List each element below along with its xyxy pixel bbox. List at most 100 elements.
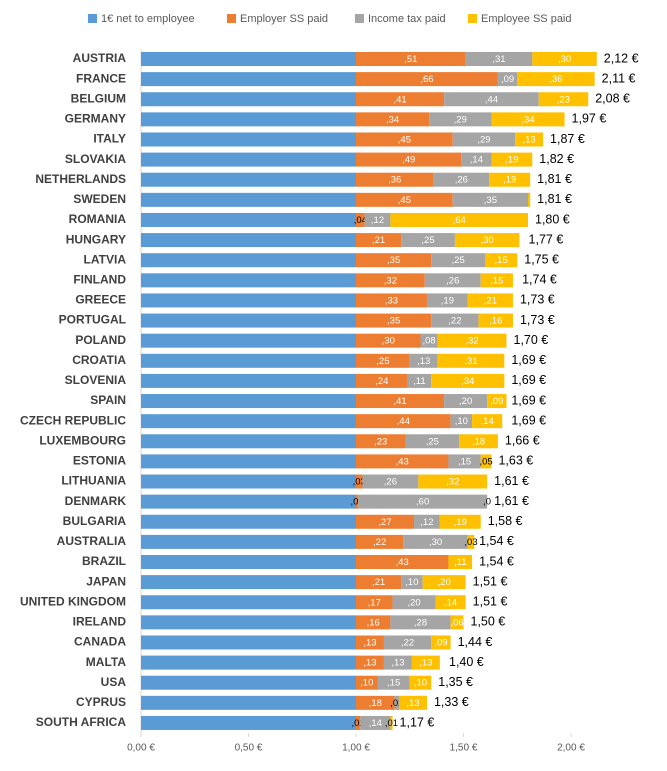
bar-segment: [141, 675, 356, 690]
bar-segment: [390, 212, 528, 227]
data-label: ,20: [459, 396, 472, 407]
bar-segment: [141, 655, 356, 670]
bar-segment: [356, 414, 451, 429]
bar-segment: [356, 72, 498, 87]
category-label: SLOVAKIA: [65, 152, 126, 166]
total-label: 1,97 €: [572, 112, 607, 126]
bar-segment: [141, 233, 356, 248]
data-label: ,36: [549, 74, 562, 85]
data-label: ,18: [472, 436, 485, 447]
data-label: ,19: [505, 155, 518, 166]
total-label: 1,81 €: [537, 172, 572, 186]
bar-segment: [390, 615, 451, 630]
bar-segment: [411, 655, 440, 670]
total-label: 1,35 €: [438, 675, 473, 689]
bar-segment: [356, 715, 361, 730]
data-label: ,34: [386, 114, 399, 125]
bar-segment: [409, 675, 432, 690]
category-label: FRANCE: [76, 71, 126, 85]
data-label: ,32: [465, 336, 478, 347]
bar-segment: [437, 353, 505, 368]
data-label: ,21: [372, 577, 385, 588]
total-label: 1,77 €: [529, 232, 564, 246]
bar-segment: [426, 293, 468, 308]
bar-segment: [356, 595, 393, 610]
bar-segment: [141, 595, 356, 610]
bar-segment: [356, 333, 421, 348]
data-label: ,14: [444, 597, 457, 608]
bar-segment: [450, 414, 473, 429]
data-label: ,26: [455, 175, 468, 186]
bar-segment: [448, 454, 481, 469]
data-label: ,20: [438, 577, 451, 588]
data-label: ,26: [446, 275, 459, 286]
data-label: ,32: [384, 275, 397, 286]
data-label: ,51: [404, 54, 417, 65]
bar-segment: [435, 595, 466, 610]
bar-segment: [517, 72, 595, 87]
bar-segment: [356, 313, 432, 328]
total-label: 1,51 €: [473, 595, 508, 609]
data-label: ,34: [521, 114, 534, 125]
data-label: ,14: [369, 718, 382, 729]
data-label: ,01: [385, 718, 398, 729]
total-label: 1,74 €: [522, 273, 557, 287]
data-label: ,20: [407, 597, 420, 608]
bar-segment: [356, 212, 365, 227]
bar-segment: [356, 172, 434, 187]
data-label: ,49: [402, 155, 415, 166]
total-label: 1,33 €: [434, 695, 469, 709]
bar-segment: [356, 454, 449, 469]
category-label: DENMARK: [65, 494, 127, 508]
bar-segment: [390, 715, 393, 730]
data-label: ,36: [388, 175, 401, 186]
total-label: 1,69 €: [511, 413, 546, 427]
category-label: IRELAND: [73, 615, 127, 629]
category-label: CROATIA: [72, 353, 126, 367]
total-label: 1,80 €: [535, 212, 570, 226]
data-label: ,21: [372, 235, 385, 246]
bar-segment: [141, 454, 356, 469]
data-label: ,25: [452, 255, 465, 266]
total-label: 1,58 €: [488, 514, 523, 528]
data-label: ,15: [495, 255, 508, 266]
bar-segment: [414, 514, 440, 529]
data-label: ,13: [363, 637, 376, 648]
bar-segment: [141, 293, 356, 308]
data-label: ,27: [378, 517, 391, 528]
category-label: GERMANY: [65, 112, 126, 126]
data-label: ,13: [391, 658, 404, 669]
legend-label: Employee SS paid: [481, 13, 572, 25]
total-label: 1,17 €: [400, 715, 435, 729]
data-label: ,11: [454, 557, 467, 568]
bar-segment: [356, 514, 415, 529]
data-label: ,13: [419, 658, 432, 669]
bar-segment: [431, 373, 505, 388]
data-label: ,22: [448, 316, 461, 327]
bar-segment: [467, 534, 475, 549]
data-label: ,30: [429, 537, 442, 548]
bar-segment: [448, 555, 473, 569]
data-label: ,02: [352, 718, 365, 729]
category-label: ITALY: [93, 132, 126, 146]
data-label: ,11: [413, 376, 426, 387]
data-label: ,35: [387, 255, 400, 266]
category-label: LUXEMBOURG: [39, 433, 126, 447]
bar-segment: [358, 494, 488, 509]
data-label: ,64: [453, 215, 466, 226]
data-label: ,13: [406, 698, 419, 709]
bar-segment: [429, 112, 492, 127]
data-label: ,12: [420, 517, 433, 528]
bar-segment: [356, 474, 363, 489]
bar-segment: [538, 92, 589, 107]
category-label: BULGARIA: [63, 514, 127, 528]
data-label: ,10: [414, 678, 427, 689]
data-label: ,09: [490, 396, 503, 407]
bar-segment: [141, 253, 356, 268]
total-label: 1,73 €: [520, 313, 555, 327]
data-label: ,26: [384, 477, 397, 488]
bar-segment: [141, 555, 356, 569]
bar-segment: [439, 514, 481, 529]
bar-segment: [491, 112, 565, 127]
